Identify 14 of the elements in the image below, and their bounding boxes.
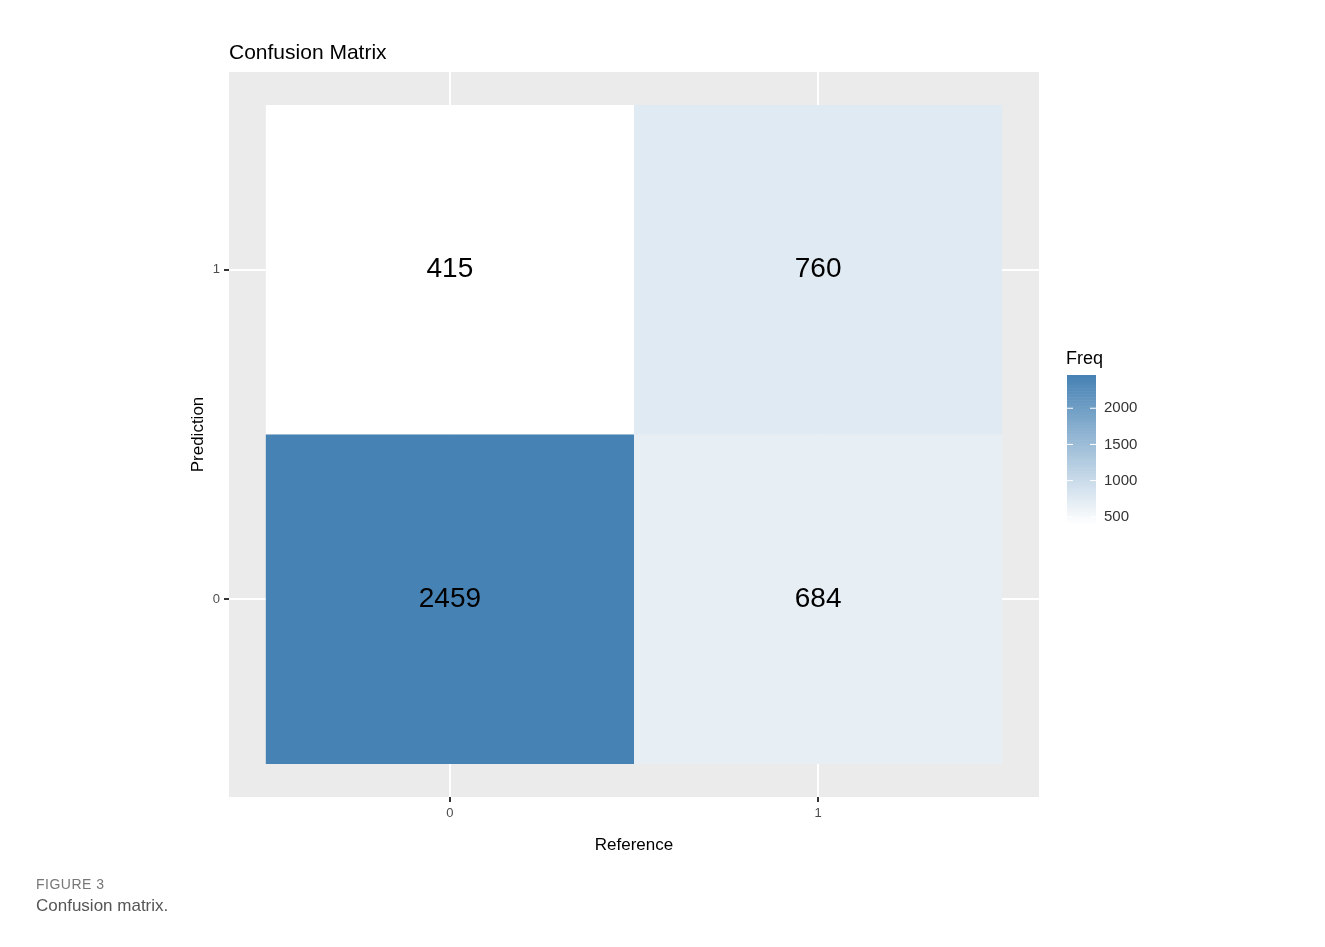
- color-bar-label: 1500: [1104, 434, 1138, 452]
- data-label: 760: [794, 252, 842, 284]
- caption: FIGURE 3: [36, 876, 106, 892]
- text: Confusion matrix.: [36, 896, 169, 916]
- color-bar-label: 2000: [1104, 398, 1138, 416]
- x-axis-title: Reference: [594, 835, 674, 855]
- color-bar-label: 500: [1104, 506, 1130, 524]
- color-bar-label: 1000: [1104, 470, 1138, 488]
- color-bar-title: Freq: [1066, 348, 1104, 368]
- y-axis-title: Prediction: [187, 396, 207, 473]
- data-label: 684: [794, 581, 842, 613]
- data-label: 415: [426, 252, 474, 284]
- chart-title: Confusion Matrix: [229, 40, 388, 63]
- data-label: 2459: [418, 581, 482, 613]
